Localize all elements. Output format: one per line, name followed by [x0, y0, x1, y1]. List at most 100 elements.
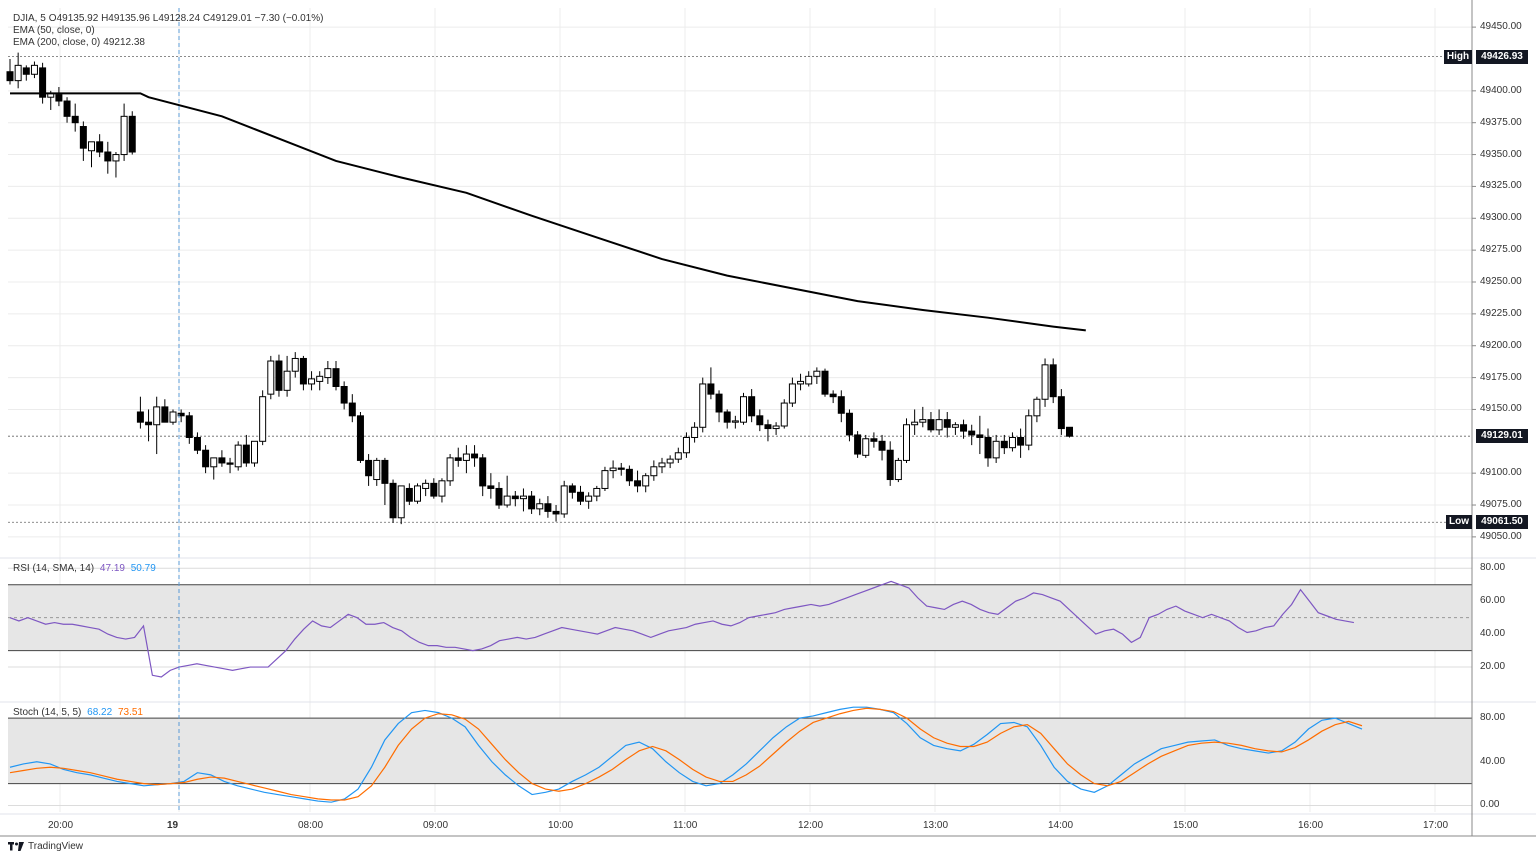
candle[interactable] [984, 428, 992, 467]
candle[interactable] [625, 465, 633, 486]
candle[interactable] [585, 492, 593, 509]
candle[interactable] [267, 355, 275, 400]
candle[interactable] [764, 419, 772, 442]
candle[interactable] [55, 87, 63, 107]
candle[interactable] [1025, 409, 1033, 451]
candle[interactable] [422, 479, 430, 497]
candle[interactable] [854, 431, 862, 458]
candle[interactable] [544, 496, 552, 518]
candle[interactable] [894, 457, 902, 483]
candle[interactable] [609, 460, 617, 479]
candle[interactable] [1000, 434, 1008, 455]
candle[interactable] [1049, 358, 1057, 404]
candle[interactable] [308, 371, 316, 391]
candle[interactable] [22, 65, 30, 81]
candle[interactable] [136, 396, 144, 429]
candle[interactable] [813, 367, 821, 384]
candle[interactable] [39, 62, 47, 104]
candle[interactable] [968, 424, 976, 446]
candle[interactable] [707, 367, 715, 400]
candle[interactable] [324, 361, 332, 384]
candle[interactable] [153, 396, 161, 455]
candle[interactable] [731, 415, 739, 429]
candle[interactable] [960, 419, 968, 439]
candle[interactable] [1041, 358, 1049, 407]
candle[interactable] [943, 411, 951, 438]
candle[interactable] [193, 432, 201, 455]
candle[interactable] [780, 399, 788, 429]
candle[interactable] [414, 483, 421, 504]
candle[interactable] [88, 141, 95, 168]
candle[interactable] [226, 457, 234, 474]
candle[interactable] [242, 434, 250, 467]
candle[interactable] [438, 478, 446, 503]
candle[interactable] [715, 390, 723, 423]
candle[interactable] [552, 505, 560, 522]
candle[interactable] [471, 445, 479, 467]
candle[interactable] [748, 389, 756, 423]
rsi-pane[interactable] [8, 580, 1472, 678]
candle[interactable] [691, 422, 699, 443]
candle[interactable] [112, 152, 120, 178]
candle[interactable] [430, 478, 438, 499]
candle[interactable] [275, 354, 283, 397]
candle[interactable] [699, 377, 707, 433]
candle[interactable] [511, 491, 519, 507]
candle[interactable] [878, 434, 886, 461]
candle[interactable] [870, 432, 878, 448]
candle[interactable] [756, 409, 764, 432]
candle[interactable] [218, 450, 226, 467]
candle[interactable] [682, 432, 690, 458]
candle[interactable] [63, 97, 71, 123]
candle[interactable] [446, 454, 454, 486]
candle[interactable] [536, 498, 544, 516]
candle[interactable] [210, 457, 218, 480]
candle[interactable] [14, 52, 22, 89]
candle[interactable] [185, 411, 193, 444]
candle[interactable] [1017, 428, 1025, 458]
candle[interactable] [886, 441, 894, 486]
candle[interactable] [161, 399, 169, 423]
candle[interactable] [365, 454, 373, 486]
candle[interactable] [568, 483, 576, 499]
candle[interactable] [845, 409, 853, 442]
candle[interactable] [658, 457, 666, 474]
candle[interactable] [79, 121, 87, 161]
candle[interactable] [177, 409, 185, 423]
candle[interactable] [1066, 426, 1073, 438]
candle[interactable] [1033, 396, 1041, 423]
candle[interactable] [740, 392, 747, 425]
candle[interactable] [951, 422, 959, 435]
candle[interactable] [462, 445, 470, 474]
candle[interactable] [332, 361, 340, 391]
candle[interactable] [772, 422, 780, 435]
candle[interactable] [283, 355, 291, 397]
candle[interactable] [837, 390, 845, 423]
candle[interactable] [503, 475, 511, 508]
candle[interactable] [528, 491, 536, 514]
candle[interactable] [104, 141, 112, 174]
candle[interactable] [650, 460, 658, 481]
candle[interactable] [788, 377, 796, 407]
candle[interactable] [1057, 389, 1065, 435]
candle[interactable] [519, 488, 527, 512]
candle[interactable] [577, 485, 584, 506]
candle[interactable] [601, 466, 609, 492]
candle[interactable] [169, 409, 177, 425]
candle[interactable] [935, 409, 943, 435]
candle[interactable] [821, 368, 829, 397]
candle[interactable] [6, 58, 14, 85]
candle[interactable] [291, 352, 299, 378]
candle[interactable] [234, 441, 242, 471]
candle[interactable] [145, 409, 153, 442]
candle[interactable] [202, 445, 210, 474]
candle[interactable] [405, 483, 413, 506]
candle[interactable] [927, 411, 935, 433]
candle[interactable] [919, 406, 927, 428]
candle[interactable] [805, 371, 813, 387]
candle[interactable] [666, 455, 674, 469]
candle[interactable] [373, 457, 381, 486]
candle[interactable] [593, 485, 601, 502]
price-pane[interactable] [6, 52, 1472, 525]
